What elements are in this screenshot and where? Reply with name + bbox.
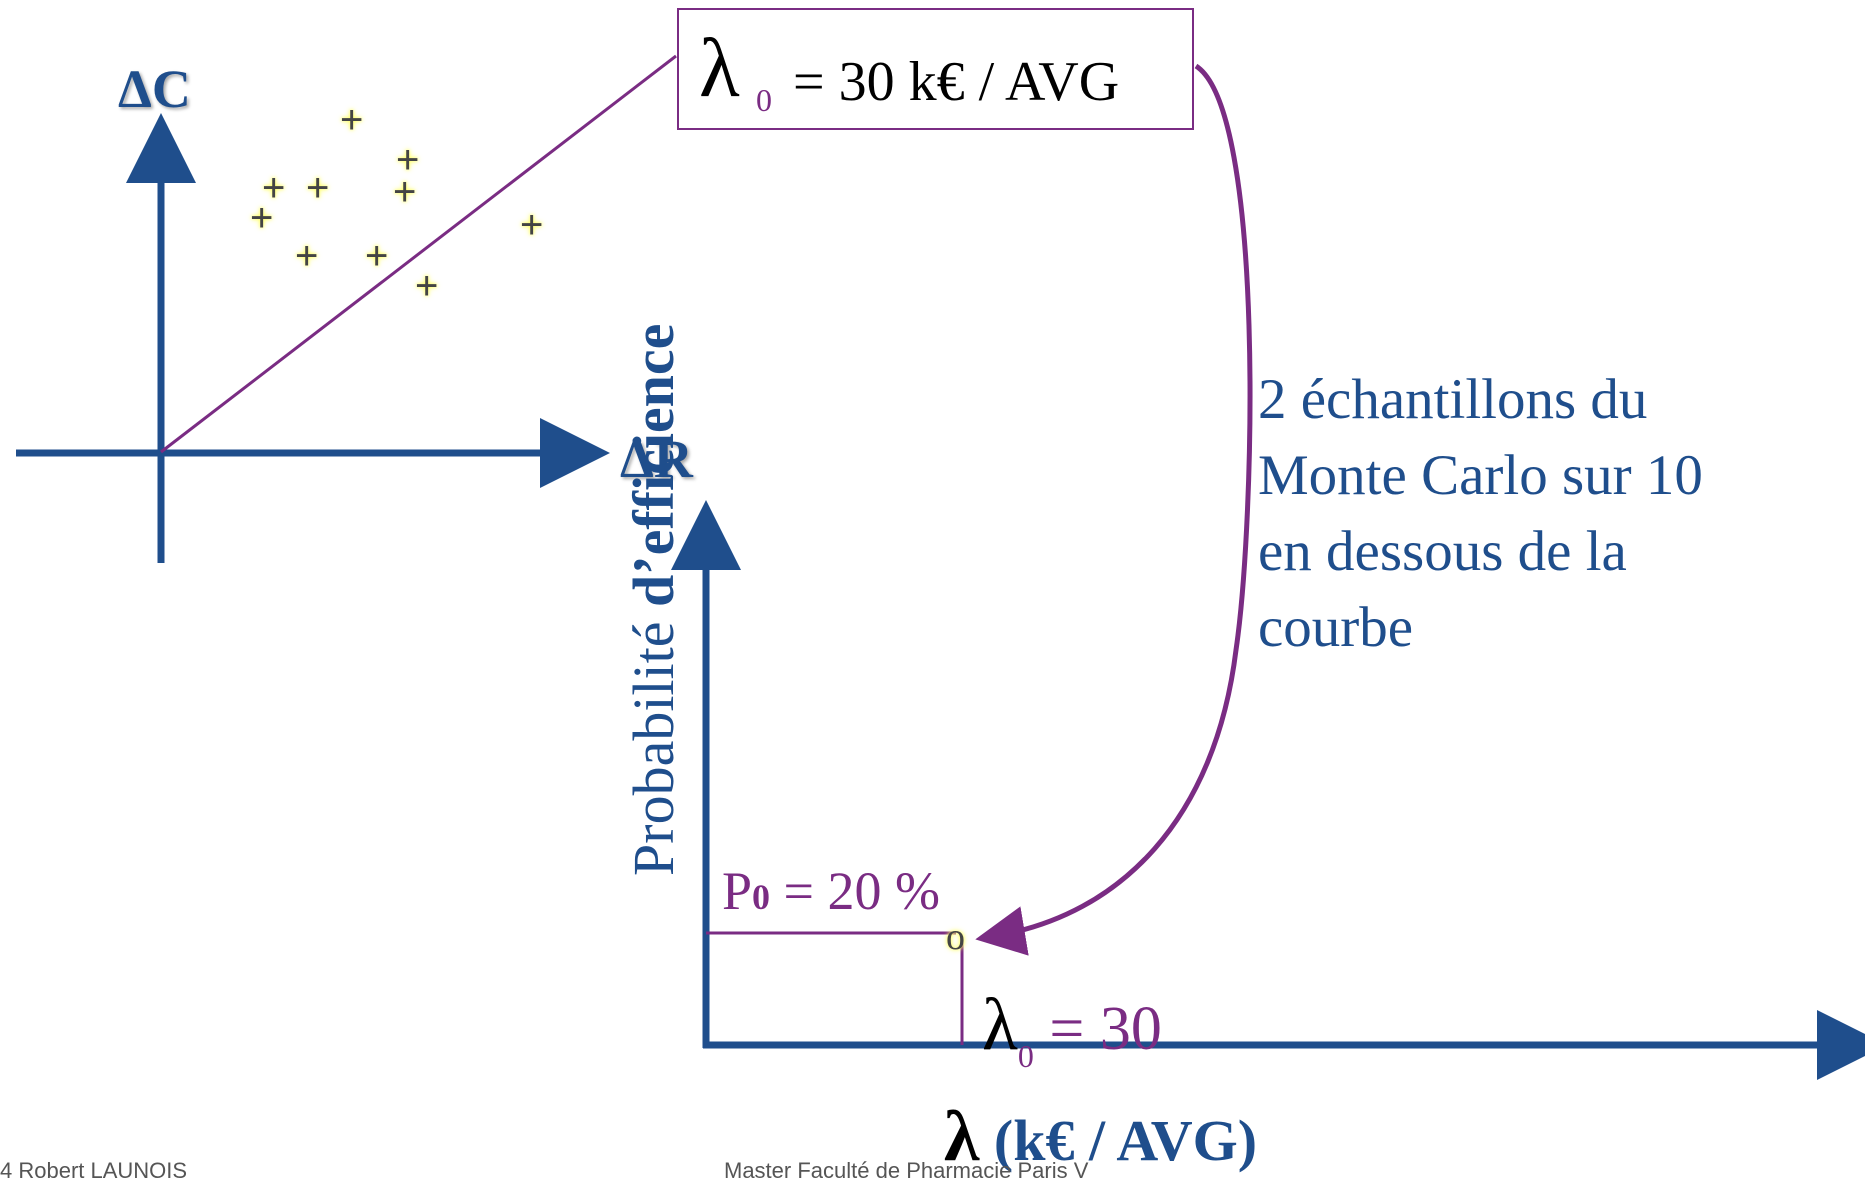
threshold-line [160, 54, 677, 454]
sample-marker: + [520, 203, 544, 247]
lambda0-value: = 30 [1033, 995, 1162, 1063]
scatter-y-axis-label: ΔC [118, 59, 191, 119]
lambda0-label: λ0 = 30 [982, 988, 1162, 1072]
curve-y-axis-title: Probabilité d’efficience [620, 324, 687, 876]
annotation-line: en dessous de la [1258, 520, 1627, 583]
threshold-value: = 30 k€ / AVG [793, 51, 1120, 113]
sample-marker: + [396, 138, 420, 182]
p0-label: P0 = 20 % [722, 864, 940, 918]
annotation-text: 2 échantillons du Monte Carlo sur 10 en … [1258, 362, 1703, 666]
threshold-box: λ 0 = 30 k€ / AVG [677, 8, 1194, 130]
x-title-symbol: λ [944, 1096, 980, 1176]
p0-subscript: 0 [752, 877, 771, 917]
lambda0-symbol: λ [982, 984, 1018, 1066]
annotation-line: 2 échantillons du [1258, 368, 1648, 431]
x-title-units: (k€ / AVG) [979, 1108, 1258, 1173]
sample-marker: + [262, 166, 286, 210]
lambda-subscript: 0 [756, 82, 772, 118]
sample-marker: + [393, 170, 417, 214]
footer-course: Master Faculté de Pharmacie Paris V [724, 1158, 1089, 1183]
scatter-x-axis-label: ΔR [620, 429, 693, 489]
sample-marker: + [365, 234, 389, 278]
sample-marker: + [306, 166, 330, 210]
lambda0-subscript: 0 [1017, 1038, 1034, 1074]
sample-marker: + [340, 98, 364, 142]
y-title-regular: Probabilité [621, 606, 686, 876]
p0-letter: P [722, 861, 753, 921]
sample-marker: + [415, 264, 439, 308]
annotation-line: courbe [1258, 596, 1414, 659]
y-title-bold: d’efficience [621, 323, 686, 607]
lambda-symbol: λ [699, 22, 740, 115]
curve-x-axis-title: λ (k€ / AVG) [944, 1100, 1257, 1172]
curved-arrow [975, 63, 1253, 956]
sample-marker: + [250, 196, 274, 240]
p0-value: = 20 % [770, 861, 940, 921]
sample-marker: + [295, 234, 319, 278]
intersection-point: o [946, 916, 965, 958]
footer-author: 4 Robert LAUNOIS [0, 1158, 188, 1183]
annotation-line: Monte Carlo sur 10 [1258, 444, 1703, 507]
